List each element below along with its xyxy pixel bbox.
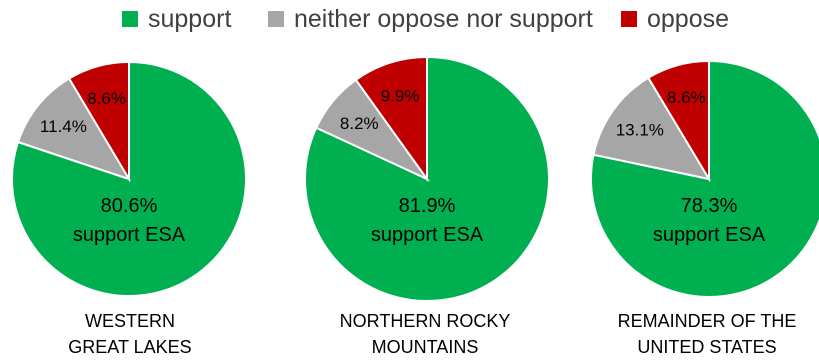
data-label-support-caption: support ESA [653, 224, 766, 246]
legend-swatch-oppose [621, 11, 637, 27]
data-label-support-caption: support ESA [73, 224, 186, 246]
pie-chart: 13.1%8.6% 78.3% support ESA [590, 59, 819, 298]
data-label-oppose: 8.6% [87, 89, 126, 108]
legend-label-oppose: oppose [647, 5, 730, 33]
data-label-support: 80.6% [101, 195, 158, 217]
legend-item-neither: neither oppose nor support [268, 4, 593, 34]
pie-title-western-great-lakes: WESTERN GREAT LAKES [15, 308, 245, 360]
legend-label-support: support [148, 5, 232, 33]
legend-swatch-neither [268, 11, 284, 27]
pie-slice-neither-oppose-nor-support [16, 77, 132, 181]
pie-chart: 11.4%8.6% 80.6% support ESA [11, 60, 247, 297]
data-label-oppose: 8.6% [667, 88, 706, 107]
pie-chart: 8.2%9.9% 81.9% support ESA [304, 55, 551, 302]
data-label-neither: 11.4% [40, 117, 87, 136]
data-label-neither: 13.1% [616, 121, 664, 140]
pie-slice-neither-oppose-nor-support [592, 76, 712, 181]
data-label-support: 81.9% [399, 195, 456, 217]
chart-legend: support neither oppose nor support oppos… [0, 4, 819, 38]
pie-title-line: MOUNTAINS [371, 337, 479, 357]
pie-title-line: WESTERN [85, 311, 175, 331]
legend-item-support: support [122, 4, 231, 34]
pie-title-northern-rocky-mountains: NORTHERN ROCKY MOUNTAINS [310, 308, 540, 360]
data-label-support-caption: support ESA [371, 224, 484, 246]
data-label-oppose: 9.9% [381, 86, 420, 105]
data-label-support: 78.3% [681, 195, 738, 217]
pie-slice-oppose [646, 59, 710, 183]
legend-item-oppose: oppose [621, 4, 729, 34]
pie-title-line: GREAT LAKES [68, 337, 192, 357]
legend-swatch-support [122, 11, 138, 27]
pie-title-line: REMAINDER OF THE [617, 311, 797, 331]
pie-title-line: NORTHERN ROCKY [339, 311, 511, 331]
data-label-neither: 8.2% [340, 114, 379, 133]
pie-title-line: UNITED STATES [637, 337, 777, 357]
pie-slice-oppose [67, 60, 130, 183]
pie-title-remainder-united-states: REMAINDER OF THE UNITED STATES [592, 308, 819, 360]
legend-label-neither: neither oppose nor support [294, 5, 593, 33]
pie-slice-oppose [354, 55, 428, 183]
